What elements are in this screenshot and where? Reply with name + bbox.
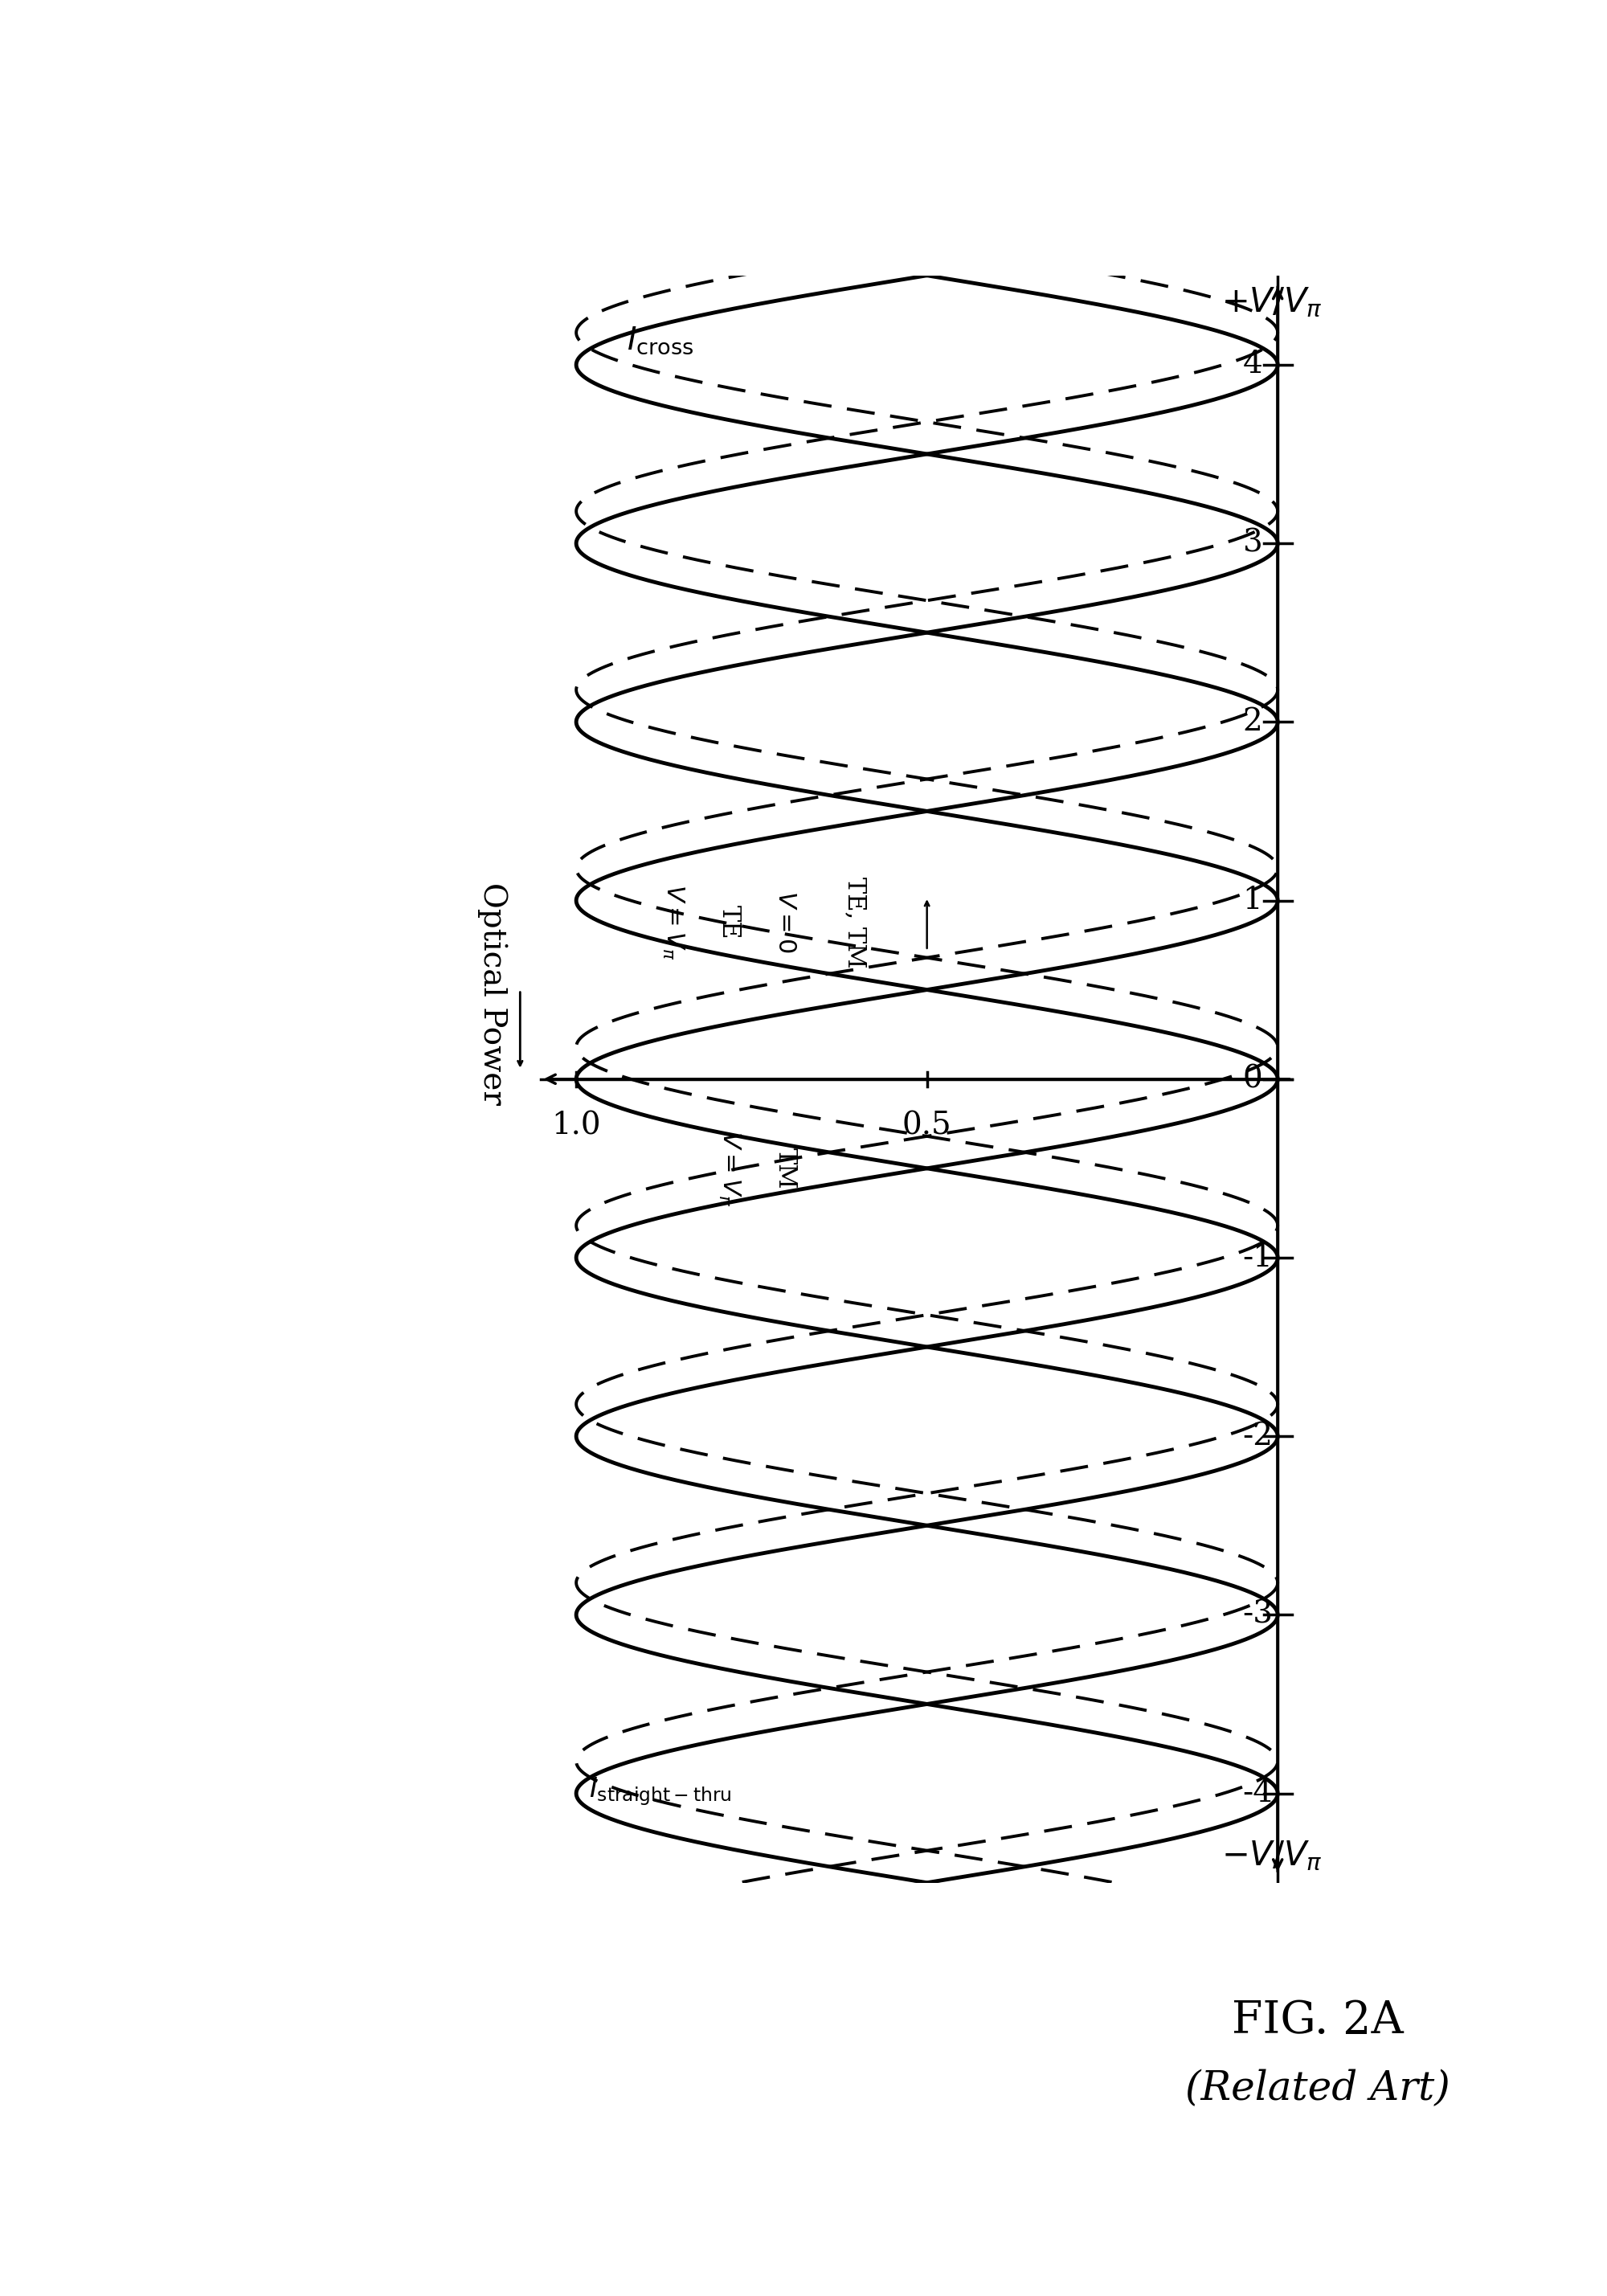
- Text: $V=V_\pi$: $V=V_\pi$: [660, 884, 686, 960]
- Text: 0.5: 0.5: [902, 1111, 951, 1141]
- Text: TM: TM: [773, 1148, 797, 1189]
- Text: 1.0: 1.0: [551, 1111, 601, 1141]
- Text: $V=0$: $V=0$: [773, 891, 797, 953]
- Text: Optical Power: Optical Power: [477, 882, 508, 1104]
- Text: FIG. 2A: FIG. 2A: [1233, 1998, 1403, 2043]
- Text: 2: 2: [1242, 707, 1263, 737]
- Text: 0: 0: [1242, 1065, 1263, 1093]
- Text: 1: 1: [1242, 886, 1263, 916]
- Text: 3: 3: [1242, 528, 1263, 558]
- Text: (Related Art): (Related Art): [1186, 2069, 1450, 2110]
- Text: $-V/V_{\pi}$: $-V/V_{\pi}$: [1221, 1839, 1323, 1874]
- Text: $I_{\rm straight-thru}$: $I_{\rm straight-thru}$: [590, 1775, 731, 1807]
- Text: -4: -4: [1242, 1779, 1273, 1809]
- Text: 4: 4: [1242, 349, 1263, 379]
- Text: $V=V_\pi$: $V=V_\pi$: [717, 1130, 741, 1205]
- Text: -1: -1: [1242, 1242, 1273, 1272]
- Text: -2: -2: [1242, 1421, 1273, 1451]
- Text: $I_{\rm cross}$: $I_{\rm cross}$: [627, 324, 694, 356]
- Text: $+V/V_{\pi}$: $+V/V_{\pi}$: [1221, 285, 1323, 319]
- Text: -3: -3: [1242, 1600, 1273, 1630]
- Text: TE, TM: TE, TM: [842, 877, 868, 967]
- Text: TE: TE: [717, 905, 741, 939]
